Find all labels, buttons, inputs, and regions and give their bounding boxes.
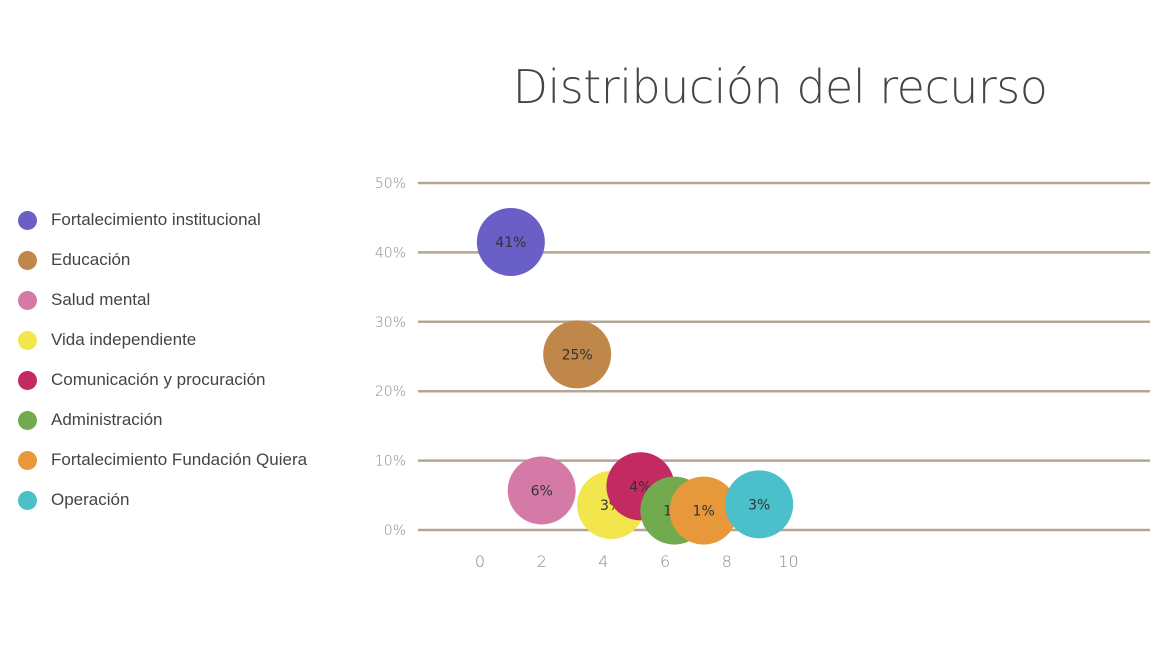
data-label: 4%	[629, 479, 651, 495]
legend-item: Comunicación y procuración	[18, 360, 358, 400]
legend-swatch	[18, 450, 37, 470]
legend-item: Salud mental	[18, 280, 358, 320]
x-tick-label: 4	[598, 552, 608, 571]
legend-label: Operación	[51, 490, 130, 509]
legend-item: Fortalecimiento institucional	[18, 200, 358, 240]
legend-swatch	[18, 370, 37, 390]
x-tick-label: 2	[537, 552, 547, 571]
legend-label: Fortalecimiento Fundación Quiera	[51, 450, 308, 469]
legend-item: Vida independiente	[18, 320, 358, 360]
legend-label: Administración	[51, 410, 163, 429]
legend: Fortalecimiento institucional Educación Sa…	[18, 200, 358, 520]
legend-label: Vida independiente	[51, 330, 197, 349]
legend-label: Educación	[51, 250, 131, 269]
legend-swatch	[18, 250, 37, 270]
chart-title: Distribución del recurso	[512, 60, 1048, 114]
legend-label: Comunicación y procuración	[51, 370, 266, 389]
data-point	[725, 470, 794, 539]
legend-swatch	[18, 290, 37, 310]
data-label: 41%	[495, 235, 526, 251]
legend-item: Operación	[18, 480, 358, 520]
x-tick-label: 10	[778, 552, 798, 571]
legend-label: Salud mental	[51, 290, 151, 309]
legend-swatch	[18, 210, 37, 230]
y-tick-label: 10%	[375, 454, 406, 470]
y-tick-label: 40%	[375, 245, 406, 261]
legend-swatch	[18, 330, 37, 350]
data-point	[476, 207, 545, 276]
legend-swatch	[18, 490, 37, 510]
data-label: 1%	[693, 504, 715, 520]
x-tick-label: 6	[660, 552, 670, 571]
x-tick-label: 0	[475, 552, 485, 571]
legend-item: Fortalecimiento Fundación Quiera	[18, 440, 358, 480]
data-point	[669, 476, 738, 545]
data-label: 6%	[531, 483, 553, 499]
y-tick-label: 50%	[375, 176, 406, 192]
data-point	[507, 456, 576, 525]
x-tick-label: 8	[722, 552, 732, 571]
legend-item: Educación	[18, 240, 358, 280]
legend-label: Fortalecimiento institucional	[51, 210, 261, 229]
y-tick-label: 0%	[384, 523, 406, 539]
legend-swatch	[18, 410, 37, 430]
data-point	[543, 320, 612, 389]
legend-item: Administración	[18, 400, 358, 440]
y-tick-label: 20%	[375, 384, 406, 400]
data-label: 25%	[562, 347, 593, 363]
y-tick-label: 30%	[375, 315, 406, 331]
data-label: 3%	[748, 497, 770, 513]
